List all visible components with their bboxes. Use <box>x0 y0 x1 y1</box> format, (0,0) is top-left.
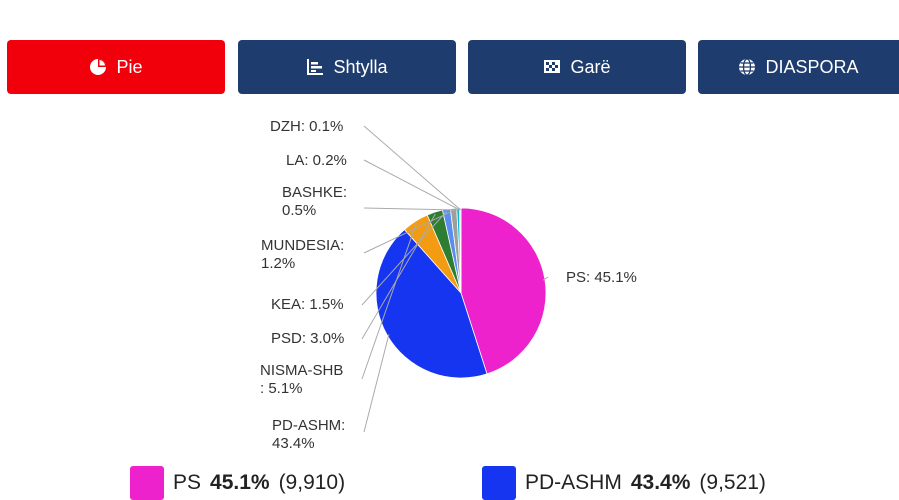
pie-label-nisma-shb: NISMA-SHB: 5.1% <box>260 362 343 397</box>
pie-label-ps: PS: 45.1% <box>566 269 637 286</box>
pie-connector <box>361 213 436 340</box>
tab-race-label: Garë <box>570 56 611 77</box>
legend: PS 45.1% (9,910) PD-ASHM 43.4% (9,521) <box>0 466 899 500</box>
pie-connector <box>363 334 390 433</box>
legend-percent: 45.1% <box>210 471 270 494</box>
tab-diaspora-label: DIASPORA <box>765 56 859 77</box>
pie-slice-pd-ashm[interactable] <box>375 228 488 379</box>
pie-connector <box>363 209 454 254</box>
pie-label-bashke: BASHKE: 0.5% <box>282 184 347 219</box>
legend-name: PD-ASHM <box>525 471 622 494</box>
tab-race[interactable]: Garë <box>468 40 686 94</box>
pie-chart-icon <box>89 58 107 76</box>
pie-label-mundesia: MUNDESIA: 1.2% <box>261 237 344 272</box>
legend-count: (9,910) <box>278 471 346 494</box>
pie-connector <box>361 222 417 380</box>
race-flag-icon <box>543 58 561 76</box>
tab-bars-label: Shtylla <box>333 56 388 77</box>
pie-slice-dzh[interactable] <box>460 207 462 294</box>
tab-diaspora[interactable]: DIASPORA <box>698 40 899 94</box>
pie-label-dzh: DZH: 0.1% <box>270 118 343 135</box>
pie-connector <box>363 125 462 211</box>
pie-connector <box>363 207 459 211</box>
legend-percent: 43.4% <box>630 471 691 494</box>
tab-pie[interactable]: Pie <box>7 40 225 94</box>
legend-swatch <box>482 466 516 500</box>
bar-chart-icon <box>306 58 324 76</box>
tab-bars[interactable]: Shtylla <box>238 40 456 94</box>
pie-slice-ps[interactable] <box>460 207 547 375</box>
pie-connectors <box>361 125 549 433</box>
legend-count: (9,521) <box>699 471 766 494</box>
legend-item-pd-ashm[interactable]: PD-ASHM 43.4% (9,521) <box>482 466 766 500</box>
pie-connector <box>363 159 461 211</box>
pie-connector <box>542 276 549 281</box>
pie-label-pd-ashm: PD-ASHM: 43.4% <box>272 417 345 452</box>
chart-type-tabs: Pie Shtylla Garë DIASPORA <box>0 40 899 96</box>
pie-label-psd: PSD: 3.0% <box>271 330 344 347</box>
tab-pie-label: Pie <box>116 56 143 77</box>
legend-item-ps[interactable]: PS 45.1% (9,910) <box>130 466 345 500</box>
globe-icon <box>738 58 756 76</box>
legend-name: PS <box>173 471 202 494</box>
pie-connector <box>361 210 448 306</box>
pie-slices <box>375 207 547 379</box>
pie-chart: PS: 45.1% PD-ASHM: 43.4% NISMA-SHB: 5.1% PSD… <box>260 118 637 452</box>
legend-swatch <box>130 466 164 500</box>
pie-labels: PS: 45.1% PD-ASHM: 43.4% NISMA-SHB: 5.1% PSD… <box>260 118 637 452</box>
pie-label-kea: KEA: 1.5% <box>271 296 344 313</box>
pie-label-la: LA: 0.2% <box>286 152 347 169</box>
